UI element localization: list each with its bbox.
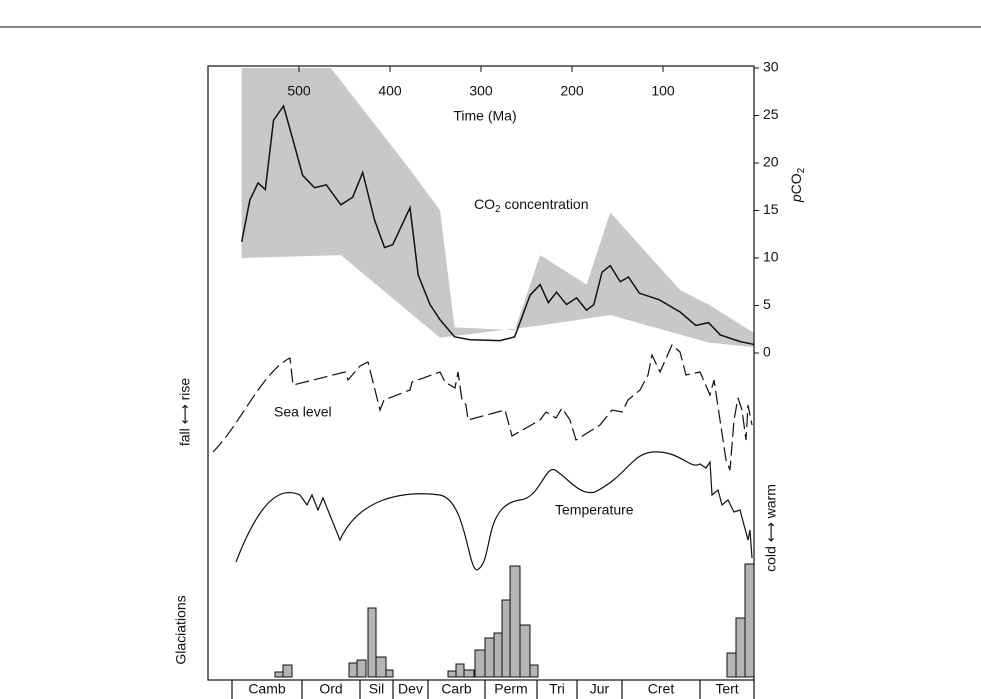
period-label: Ord [319, 681, 342, 697]
y-title-part: CO [788, 173, 804, 194]
glaciation-bar [367, 607, 377, 678]
x-tick-label: 300 [469, 83, 493, 99]
period-label: Camb [248, 681, 286, 697]
x-tick-label: 500 [287, 83, 311, 99]
temperature-curve [235, 451, 753, 571]
period-dividers [231, 680, 755, 699]
glaciation-bar [501, 599, 511, 678]
period-label: Perm [494, 681, 527, 697]
period-label: Cret [648, 681, 675, 697]
co2-label-part: 2 [495, 204, 501, 215]
y-tick-label: 15 [763, 201, 779, 217]
co2-label-part: concentration [501, 196, 589, 212]
glaciation-bar [744, 563, 755, 678]
glaciation-bar [735, 617, 746, 678]
co2-line [240, 104, 755, 346]
glaciation-bar [463, 669, 475, 678]
x-tick-label: 100 [651, 83, 675, 99]
glaciation-bar [274, 671, 284, 678]
co2-range-band [241, 68, 755, 348]
cold-warm-label: cold ⟷ warm [763, 484, 779, 572]
glaciations-label: Glaciations [173, 595, 189, 664]
glaciation-bar [529, 664, 539, 678]
glaciation-bar [447, 670, 457, 678]
y-tick-label: 20 [763, 154, 779, 170]
period-label: Jur [590, 681, 610, 697]
glaciation-bar [455, 663, 465, 678]
x-axis-title: Time (Ma) [453, 108, 516, 124]
fall-rise-label: fall ⟷ rise [177, 378, 193, 447]
co2-label: CO2 concentration [474, 196, 589, 215]
y-title-part: 2 [796, 167, 807, 173]
glaciation-bar [356, 659, 367, 678]
glaciation-bar [493, 632, 503, 678]
period-label: Carb [441, 681, 472, 697]
glaciation-bar [484, 637, 495, 678]
sea-level-label: Sea level [274, 404, 332, 420]
period-label: Sil [369, 681, 385, 697]
y-tick-label: 5 [763, 296, 771, 312]
period-label: Tert [715, 681, 738, 697]
glaciation-bar [519, 624, 531, 678]
y-axis-title: pCO2 [788, 167, 807, 203]
y-title-part: p [788, 194, 804, 203]
glaciation-bar [282, 664, 293, 678]
glaciation-bar [726, 652, 737, 678]
y-tick-label: 10 [763, 249, 779, 265]
period-label: Dev [398, 681, 423, 697]
y-tick-label: 25 [763, 106, 779, 122]
x-tick-label: 400 [378, 83, 402, 99]
glaciation-bar [509, 565, 521, 678]
y-tick-label: 0 [763, 344, 771, 360]
glaciation-bar [474, 649, 486, 678]
co2-label-part: CO [474, 196, 495, 212]
glaciation-bar [385, 669, 394, 678]
x-tick-label: 200 [560, 83, 584, 99]
sea-level-curve [212, 344, 753, 471]
period-label: Tri [549, 681, 565, 697]
y-tick-label: 30 [763, 59, 779, 75]
glaciation-bars [274, 563, 755, 678]
temperature-label: Temperature [555, 502, 634, 518]
glaciation-bar [375, 656, 387, 678]
glaciation-bar [348, 662, 358, 678]
